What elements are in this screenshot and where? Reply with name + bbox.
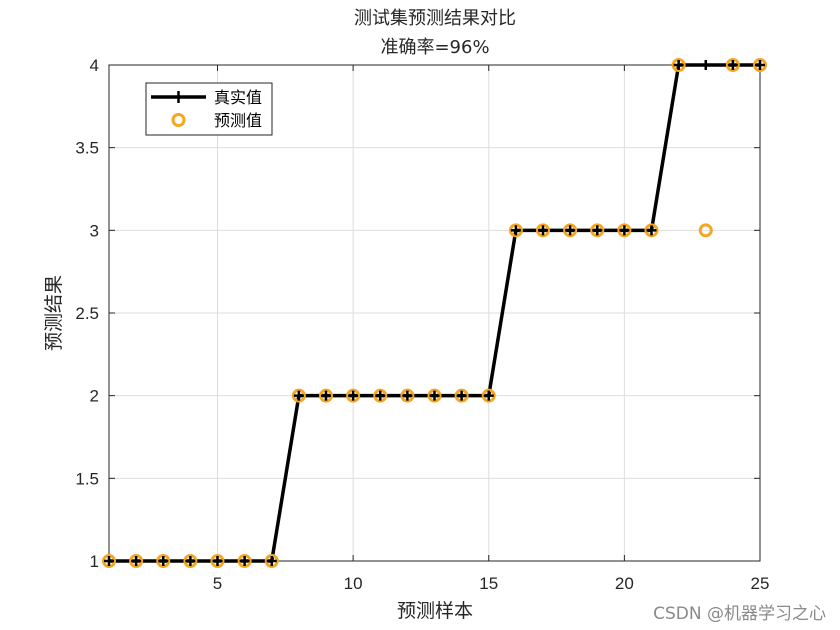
y-tick-label: 3.5 bbox=[75, 139, 99, 158]
predicted-point bbox=[129, 554, 144, 568]
predicted-point bbox=[753, 58, 767, 72]
true-value-point bbox=[131, 556, 142, 566]
true-value-point bbox=[456, 390, 467, 401]
predicted-point bbox=[102, 554, 116, 568]
true-value-point bbox=[321, 390, 331, 401]
y-tick-label: 1.5 bbox=[75, 469, 99, 488]
true-value-point bbox=[483, 390, 494, 401]
predicted-point bbox=[671, 58, 686, 72]
true-value-point bbox=[212, 556, 223, 566]
y-axis-label: 预测结果 bbox=[43, 275, 65, 351]
predicted-point bbox=[481, 388, 496, 403]
true-value-point bbox=[239, 556, 250, 566]
true-value-point bbox=[619, 225, 630, 236]
true-value-point bbox=[293, 390, 304, 401]
y-tick-label: 2.5 bbox=[75, 304, 99, 323]
true-value-point bbox=[510, 225, 521, 236]
true-value-point bbox=[266, 556, 277, 566]
true-value-point bbox=[646, 225, 657, 236]
predicted-point bbox=[156, 554, 171, 568]
predicted-point bbox=[427, 388, 442, 403]
predicted-point bbox=[291, 388, 306, 403]
predicted-point bbox=[210, 554, 225, 568]
watermark: CSDN @机器学习之心 bbox=[653, 604, 826, 624]
x-tick-label: 25 bbox=[751, 574, 770, 593]
predicted-point bbox=[346, 388, 361, 403]
predicted-point bbox=[617, 223, 632, 238]
chart-subtitle: 准确率=96% bbox=[380, 37, 489, 58]
legend-label-true: 真实值 bbox=[214, 88, 262, 107]
true-value-point bbox=[185, 556, 196, 566]
predicted-point bbox=[725, 58, 740, 72]
true-value-point bbox=[538, 225, 548, 236]
predicted-point bbox=[644, 223, 659, 238]
predicted-point bbox=[536, 223, 550, 238]
legend-label-pred: 预测值 bbox=[214, 111, 262, 130]
x-tick-label: 15 bbox=[479, 574, 498, 593]
predicted-point bbox=[454, 388, 469, 403]
true-value-point bbox=[104, 556, 114, 566]
true-value-point bbox=[727, 60, 738, 70]
ticks: 5 10 15 20 25 1 1.5 2 2.5 3 3.5 4 bbox=[75, 56, 769, 593]
x-tick-label: 5 bbox=[213, 574, 222, 593]
predicted-point bbox=[508, 223, 523, 238]
predicted-point bbox=[183, 554, 198, 568]
legend-marker-pred bbox=[171, 113, 186, 127]
predicted-point bbox=[563, 223, 578, 238]
true-value-point bbox=[700, 60, 711, 70]
predicted-point bbox=[373, 388, 388, 403]
true-value-point bbox=[429, 390, 440, 401]
true-value-point bbox=[158, 556, 169, 566]
x-axis-label: 预测样本 bbox=[397, 600, 473, 622]
legend-box bbox=[145, 82, 273, 136]
y-tick-label: 1 bbox=[90, 552, 99, 571]
predicted-point bbox=[264, 554, 279, 568]
true-value-point bbox=[375, 390, 386, 401]
predicted-point bbox=[590, 223, 605, 238]
legend: 真实值 预测值 bbox=[145, 82, 273, 136]
y-tick-label: 4 bbox=[90, 56, 99, 75]
true-value-point bbox=[402, 390, 413, 401]
true-value-point bbox=[755, 60, 765, 70]
predicted-point bbox=[237, 554, 252, 568]
predicted-point bbox=[698, 223, 713, 238]
y-tick-label: 3 bbox=[90, 221, 99, 240]
x-tick-label: 10 bbox=[344, 574, 363, 593]
true-value-point bbox=[565, 225, 576, 236]
true-value-point bbox=[673, 60, 684, 70]
true-value-point bbox=[592, 225, 603, 236]
y-tick-label: 2 bbox=[90, 387, 99, 406]
true-value-point bbox=[348, 390, 359, 401]
series bbox=[102, 58, 767, 568]
predicted-point bbox=[400, 388, 415, 403]
chart-title: 测试集预测结果对比 bbox=[354, 8, 516, 29]
predicted-point bbox=[319, 388, 333, 403]
x-tick-label: 20 bbox=[615, 574, 634, 593]
